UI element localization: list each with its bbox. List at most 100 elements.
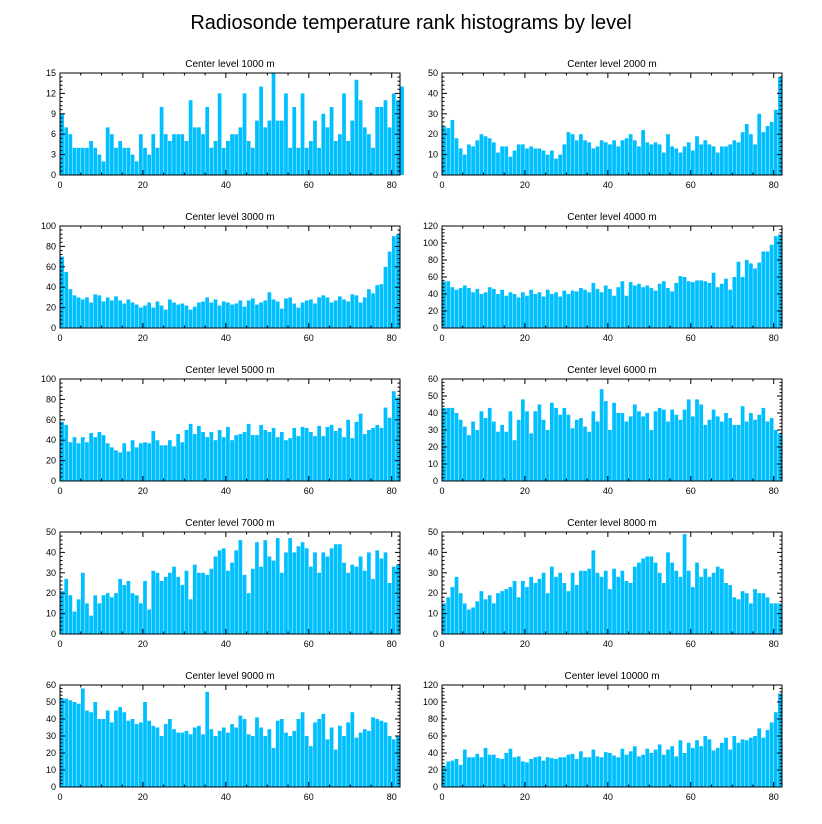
bar	[180, 585, 185, 634]
bar	[753, 268, 757, 328]
bar	[678, 740, 683, 787]
y-tick-label: 120	[423, 221, 438, 231]
bar	[541, 150, 546, 175]
bar	[512, 757, 517, 787]
y-tick-label: 10	[428, 459, 438, 469]
x-tick-label: 60	[686, 486, 696, 496]
bar	[304, 300, 309, 328]
bar	[60, 256, 64, 328]
bar	[163, 134, 168, 175]
y-tick-label: 0	[51, 323, 56, 333]
bar	[649, 556, 654, 634]
x-tick-label: 20	[138, 639, 148, 649]
bar	[234, 303, 239, 328]
bar	[587, 568, 592, 634]
bar	[234, 435, 239, 481]
x-tick-label: 80	[387, 486, 397, 496]
x-tick-label: 80	[769, 180, 779, 190]
bar	[529, 576, 534, 634]
bar	[620, 413, 625, 481]
x-tick-label: 60	[686, 639, 696, 649]
bar	[275, 437, 280, 481]
bar	[263, 540, 268, 634]
bar	[566, 754, 571, 787]
bar	[508, 587, 513, 634]
bar	[271, 73, 276, 175]
bar	[263, 300, 268, 328]
bar	[126, 451, 131, 481]
bar	[163, 576, 168, 634]
bar	[744, 593, 749, 634]
bar	[396, 397, 400, 481]
bar	[616, 413, 621, 481]
bar	[379, 284, 384, 328]
bar	[632, 404, 637, 481]
bar	[126, 147, 131, 175]
panel-title: Center level 7000 m	[185, 518, 275, 529]
bar	[80, 688, 85, 787]
bar	[678, 276, 683, 328]
bar	[122, 147, 127, 175]
bar	[471, 607, 475, 634]
bar	[396, 564, 400, 634]
x-tick-label: 60	[304, 333, 314, 343]
bar	[97, 719, 102, 787]
bar	[313, 722, 317, 787]
bar	[279, 308, 284, 328]
bar	[321, 436, 326, 481]
bar	[566, 132, 571, 175]
bar	[217, 430, 222, 481]
bar	[566, 414, 571, 481]
bar	[761, 251, 766, 328]
bar	[242, 93, 247, 175]
bar	[238, 300, 243, 328]
bar	[342, 562, 346, 634]
x-tick-label: 20	[520, 180, 530, 190]
bar	[271, 427, 276, 481]
y-tick-label: 50	[46, 527, 56, 537]
bar	[346, 141, 351, 175]
bar	[375, 719, 380, 787]
bar	[628, 134, 633, 175]
bar	[579, 570, 583, 634]
bar	[197, 725, 201, 787]
x-tick-label: 40	[603, 639, 613, 649]
bar	[159, 580, 164, 634]
plot-frame	[59, 378, 401, 482]
bar	[76, 297, 81, 328]
bar	[558, 296, 563, 328]
bar	[226, 426, 230, 481]
bar	[105, 710, 110, 787]
bar	[387, 736, 392, 787]
bar	[134, 724, 139, 787]
bar	[641, 416, 645, 481]
bar	[80, 437, 85, 481]
bar	[761, 593, 766, 634]
panel-title: Center level 5000 m	[185, 365, 275, 376]
bar	[545, 593, 550, 634]
bar	[180, 303, 185, 328]
y-tick-label: 20	[46, 303, 56, 313]
panel-3: Center level 3000 m 0 20 40 60 80 0 20 40 60 80 100	[41, 212, 401, 343]
bar	[342, 736, 346, 787]
bar	[138, 603, 143, 634]
bar	[72, 295, 77, 328]
bar	[649, 144, 654, 175]
bar	[624, 138, 629, 175]
bar	[753, 144, 757, 175]
bar	[736, 142, 741, 175]
bar	[68, 442, 73, 481]
bar	[109, 300, 114, 328]
bar	[645, 556, 650, 634]
bar	[574, 140, 579, 175]
x-tick-label: 20	[520, 792, 530, 802]
bar	[76, 703, 81, 787]
y-tick-label: 20	[428, 588, 438, 598]
bar	[715, 416, 720, 481]
bar	[533, 757, 538, 787]
bar	[109, 597, 114, 634]
bar	[201, 301, 205, 328]
bar	[375, 107, 380, 175]
bar	[678, 576, 683, 634]
y-tick-label: 0	[433, 782, 438, 792]
